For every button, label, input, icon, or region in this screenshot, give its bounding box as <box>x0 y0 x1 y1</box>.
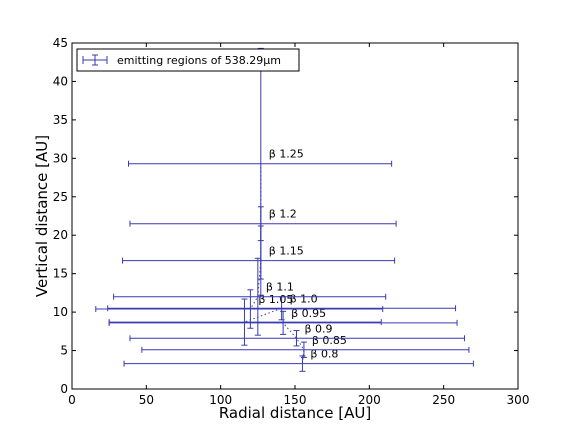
x-axis-title: Radial distance [AU] <box>219 404 371 422</box>
data-point: β 1.0 <box>107 292 457 321</box>
x-tick-label: 50 <box>139 393 154 407</box>
point-annotation: β 1.0 <box>290 292 318 305</box>
y-tick-label: 35 <box>53 113 68 127</box>
axis-ticks: 0 50 100 150 200 250 300 0 5 10 15 20 25 30 35 40 45 <box>53 36 530 407</box>
data-point: β 0.85 <box>141 334 470 358</box>
point-annotation: β 0.8 <box>310 348 338 361</box>
point-annotation: β 1.1 <box>266 281 294 294</box>
point-annotation: β 0.95 <box>291 307 326 320</box>
data-point: β 1.1 <box>113 257 387 336</box>
data-point: β 0.9 <box>129 322 465 347</box>
y-tick-label: 5 <box>60 344 68 358</box>
data-point: β 0.95 <box>108 307 458 335</box>
y-tick-label: 25 <box>53 190 68 204</box>
y-tick-label: 45 <box>53 36 68 50</box>
point-annotation: β 1.25 <box>269 148 304 161</box>
data-point: β 0.8 <box>123 348 474 372</box>
legend[interactable]: emitting regions of 538.29μm <box>76 48 300 72</box>
y-axis-title: Vertical distance [AU] <box>33 135 51 297</box>
point-annotation: β 1.2 <box>269 208 297 221</box>
y-tick-label: 10 <box>53 305 68 319</box>
data-point <box>108 298 382 346</box>
y-tick-label: 20 <box>53 228 68 242</box>
plot-frame <box>71 42 519 390</box>
plot-area: β 0.8β 0.85β 0.9β 0.95β 1.0β 1.05β 1.1β … <box>71 42 519 390</box>
y-tick-label: 30 <box>53 151 68 165</box>
point-annotation: β 1.15 <box>269 245 304 258</box>
x-tick-label: 150 <box>284 393 307 407</box>
y-tick-label: 0 <box>60 382 68 396</box>
data-point: β 1.2 <box>129 206 397 242</box>
y-tick-label: 15 <box>53 267 68 281</box>
data-point: β 1.25 <box>127 47 393 280</box>
x-tick-label: 0 <box>68 393 76 407</box>
legend-errorbar-icon <box>82 54 108 66</box>
legend-label: emitting regions of 538.29μm <box>117 54 281 67</box>
x-tick-label: 200 <box>358 393 381 407</box>
x-tick-label: 300 <box>507 393 530 407</box>
legend-box <box>76 48 300 72</box>
x-tick-label: 100 <box>209 393 232 407</box>
point-annotation: β 0.85 <box>312 334 347 347</box>
y-tick-label: 40 <box>53 74 68 88</box>
point-annotation: β 0.9 <box>304 322 332 335</box>
x-tick-label: 250 <box>432 393 455 407</box>
